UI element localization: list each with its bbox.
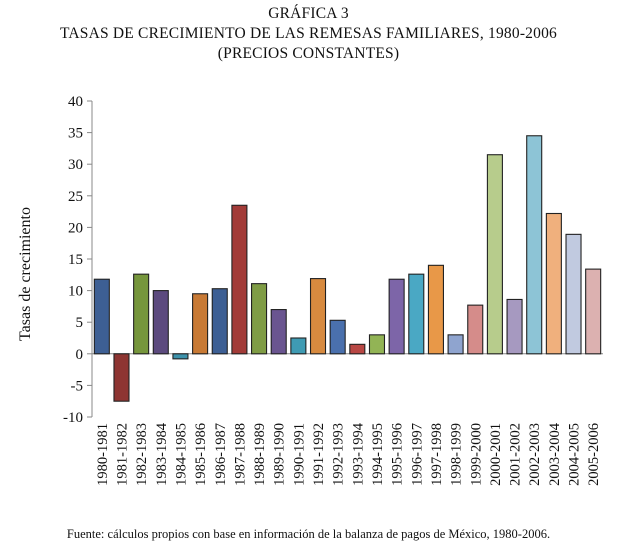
y-tick-label: 15 <box>68 252 83 268</box>
bar <box>290 337 307 355</box>
bar <box>231 204 248 355</box>
y-tick-label: 20 <box>68 220 83 236</box>
figure-label: GRÁFICA 3 <box>268 5 349 22</box>
bar <box>329 319 346 355</box>
y-tick-label: 5 <box>76 315 84 331</box>
bar <box>467 304 484 355</box>
bar <box>172 353 189 360</box>
bar <box>270 309 287 355</box>
y-tick-label: 40 <box>68 94 83 110</box>
x-tick-label: 1992-1993 <box>331 423 347 486</box>
bar <box>93 278 110 355</box>
x-tick-label: 1985-1986 <box>193 423 209 486</box>
x-tick-label: 1982-1983 <box>134 423 150 486</box>
y-tick-label: 0 <box>76 347 84 363</box>
y-tick-label: 35 <box>68 126 83 142</box>
x-tick-label: 1999-2000 <box>468 423 484 486</box>
y-axis-title: Tasas de crecimiento <box>17 207 34 341</box>
x-tick-label: 2002-2003 <box>527 423 543 486</box>
bar <box>427 264 444 355</box>
bar <box>309 278 327 355</box>
x-tick-label: 2004-2005 <box>567 423 583 486</box>
y-tick-label: 25 <box>68 189 83 205</box>
bar <box>486 154 503 355</box>
bar <box>545 212 562 355</box>
x-tick-label: 1995-1996 <box>390 423 406 486</box>
chart-subtitle: (PRECIOS CONSTANTES) <box>217 45 400 62</box>
bar <box>211 288 228 355</box>
bar <box>152 290 169 355</box>
chart-title: TASAS DE CRECIMIENTO DE LAS REMESAS FAMI… <box>59 25 557 42</box>
y-tick-label: -10 <box>63 410 83 426</box>
x-tick-label: 2001-2002 <box>508 423 524 486</box>
bar <box>133 273 150 355</box>
y-tick-label: -5 <box>71 378 84 394</box>
bar <box>251 283 268 355</box>
x-tick-label: 1997-1998 <box>429 423 445 486</box>
chart-title-block: GRÁFICA 3 TASAS DE CRECIMIENTO DE LAS RE… <box>0 4 617 64</box>
x-tick-label: 1994-1995 <box>370 423 386 486</box>
y-tick-label: 10 <box>68 284 83 300</box>
bar <box>526 135 543 355</box>
x-tick-label: 2003-2004 <box>547 422 563 486</box>
bar <box>113 353 130 402</box>
x-tick-label: 1981-1982 <box>114 423 130 486</box>
x-tick-label: 1980-1981 <box>95 423 111 486</box>
x-tick-label: 1990-1991 <box>291 423 307 486</box>
x-tick-label: 1989-1990 <box>272 423 288 486</box>
x-tick-label: 1984-1985 <box>173 423 189 486</box>
x-tick-label: 2000-2001 <box>488 423 504 486</box>
x-tick-label: 1991-1992 <box>311 423 327 486</box>
bar <box>408 273 425 355</box>
x-tick-label: 1998-1999 <box>449 423 465 486</box>
bar <box>565 233 582 355</box>
bar <box>388 278 405 355</box>
bar <box>349 343 366 355</box>
bar <box>192 293 209 355</box>
bar <box>368 334 386 355</box>
bar <box>585 268 602 355</box>
bar <box>506 298 523 355</box>
bar <box>447 334 464 355</box>
x-tick-label: 1987-1988 <box>232 423 248 486</box>
x-tick-label: 1993-1994 <box>350 422 366 486</box>
y-tick-label: 30 <box>68 157 83 173</box>
x-tick-label: 1988-1989 <box>252 423 268 486</box>
source-note: Fuente: cálculos propios con base en inf… <box>66 527 551 541</box>
x-tick-label: 2005-2006 <box>586 423 602 486</box>
x-tick-label: 1996-1997 <box>409 423 425 486</box>
x-tick-label: 1983-1984 <box>154 422 170 486</box>
x-tick-label: 1986-1987 <box>213 423 229 486</box>
